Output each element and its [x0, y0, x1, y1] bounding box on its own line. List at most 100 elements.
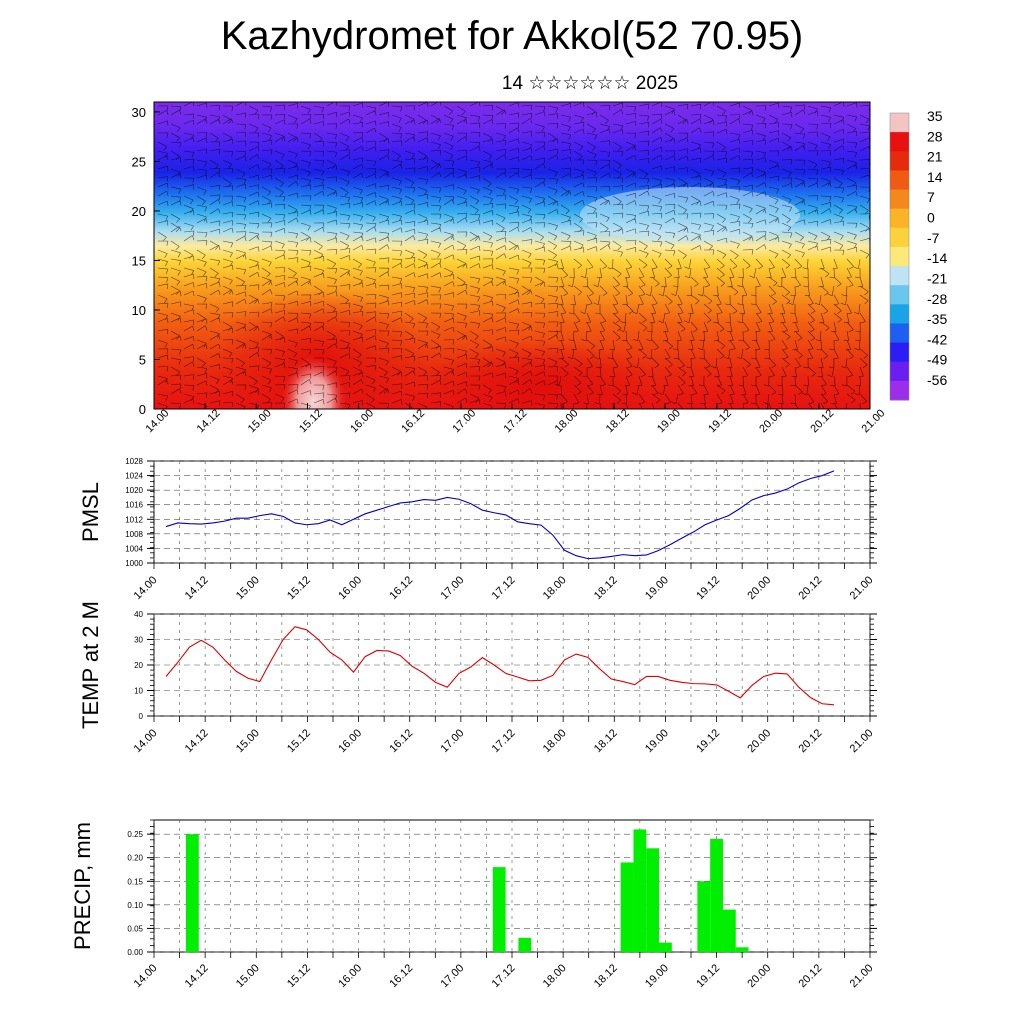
colorbar-segment: [890, 113, 909, 133]
colorbar-segment: [890, 227, 909, 248]
x-tick-label: 15.12: [285, 574, 313, 602]
x-tick-label: 16.00: [348, 407, 376, 435]
x-tick-label: 17.12: [490, 727, 518, 755]
x-tick-label: 19.00: [643, 727, 671, 755]
y-tick-label: 1020: [125, 486, 143, 495]
x-tick-label: 15.00: [246, 407, 274, 435]
precip-bar: [633, 829, 647, 952]
x-tick-label: 14.00: [132, 962, 160, 990]
x-tick-label: 16.00: [336, 574, 364, 602]
x-tick-label: 16.12: [399, 407, 427, 435]
colorbar-label: 0: [927, 210, 935, 226]
x-tick-label: 20.00: [757, 407, 785, 435]
y-tick-label: 1028: [125, 457, 143, 466]
x-tick-label: 21.00: [848, 962, 876, 990]
y-tick-label: 0: [139, 712, 144, 721]
x-tick-label: 15.00: [234, 574, 262, 602]
colorbar-frame: [889, 112, 910, 401]
y-tick-label: 10: [134, 687, 143, 696]
x-tick-label: 14.12: [183, 727, 211, 755]
y-tick-label: 30: [132, 105, 146, 120]
y-tick-label: 0.25: [127, 830, 143, 839]
colorbar-segment: [890, 285, 909, 305]
x-tick-label: 19.00: [643, 574, 671, 602]
x-tick-label: 19.00: [655, 407, 683, 435]
colorbar-segment: [890, 189, 909, 210]
colorbar-segment: [890, 323, 909, 344]
colorbar-label: 14: [927, 169, 943, 185]
y-tick-label: 15: [132, 253, 146, 268]
page-subtitle: 14 ☆☆☆☆☆☆ 2025: [501, 73, 679, 94]
x-tick-label: 20.00: [745, 962, 773, 990]
x-tick-label: 14.12: [183, 574, 211, 602]
y-tick-label: 5: [139, 352, 146, 367]
colorbar-label: -56: [927, 372, 947, 388]
x-tick-label: 20.12: [796, 574, 824, 602]
x-tick-label: 15.12: [297, 407, 325, 435]
y-tick-label: 20: [134, 661, 143, 670]
y-tick-label: 25: [132, 154, 146, 169]
wind-barbs: [157, 102, 870, 409]
x-tick-label: 19.00: [643, 962, 671, 990]
precip-bar: [735, 947, 749, 952]
colorbar-label: -7: [927, 230, 940, 246]
x-tick-label: 17.00: [438, 962, 466, 990]
y-tick-label: 1016: [125, 501, 143, 510]
y-tick-label: 40: [134, 610, 143, 619]
y-tick-label: 1004: [125, 544, 143, 553]
x-tick-label: 16.12: [387, 574, 415, 602]
precip-bar: [620, 862, 634, 952]
precip-bar: [697, 881, 711, 952]
x-tick-label: 20.00: [745, 727, 773, 755]
page-title: Kazhydromet for Akkol(52 70.95): [220, 14, 804, 58]
x-tick-label: 18.12: [592, 727, 620, 755]
x-tick-label: 20.00: [745, 574, 773, 602]
x-tick-label: 20.12: [796, 727, 824, 755]
y-tick-label: 0.00: [127, 948, 143, 957]
y-tick-label: 1024: [125, 472, 143, 481]
x-tick-label: 17.12: [490, 574, 518, 602]
colorbar-label: -42: [927, 331, 947, 347]
x-tick-label: 15.12: [285, 727, 313, 755]
y-tick-label: 1008: [125, 530, 143, 539]
y-tick-label: 0.10: [127, 901, 143, 910]
pmsl-line: [165, 470, 835, 560]
colorbar-label: 35: [927, 108, 943, 124]
x-tick-label: 15.00: [234, 962, 262, 990]
colorbar-segment: [890, 151, 909, 171]
y-tick-label: 20: [132, 204, 146, 219]
colorbar-label: -28: [927, 291, 947, 307]
x-tick-label: 16.00: [336, 962, 364, 990]
x-tick-label: 17.00: [438, 727, 466, 755]
temp-line: [165, 626, 835, 706]
x-tick-label: 18.12: [604, 407, 632, 435]
x-tick-label: 15.12: [285, 962, 313, 990]
x-tick-label: 17.00: [438, 574, 466, 602]
y-tick-label: 30: [134, 636, 143, 645]
precip-bar: [492, 867, 506, 952]
y-axis-label: PRECIP, mm: [70, 822, 95, 950]
x-tick-label: 14.00: [132, 727, 160, 755]
x-tick-label: 18.00: [553, 407, 581, 435]
colorbar-label: -49: [927, 352, 947, 368]
x-tick-label: 20.12: [796, 962, 824, 990]
y-tick-label: 0: [139, 402, 146, 417]
precip-bar: [518, 937, 532, 952]
precip-bar: [646, 848, 660, 952]
precip-bar: [722, 909, 736, 952]
x-tick-label: 14.12: [183, 962, 211, 990]
x-tick-label: 19.12: [694, 962, 722, 990]
x-tick-label: 16.12: [387, 727, 415, 755]
colorbar-label: 7: [927, 189, 935, 205]
colorbar-label: -21: [927, 270, 947, 286]
x-tick-label: 18.00: [541, 962, 569, 990]
colorbar-segment: [890, 208, 909, 229]
x-tick-label: 19.12: [694, 574, 722, 602]
precip-bar: [710, 838, 723, 952]
precip-bar: [659, 942, 672, 952]
y-tick-label: 0.20: [127, 854, 143, 863]
y-tick-label: 1012: [125, 515, 143, 524]
x-tick-label: 19.12: [706, 407, 734, 435]
x-tick-label: 14.00: [144, 407, 172, 435]
